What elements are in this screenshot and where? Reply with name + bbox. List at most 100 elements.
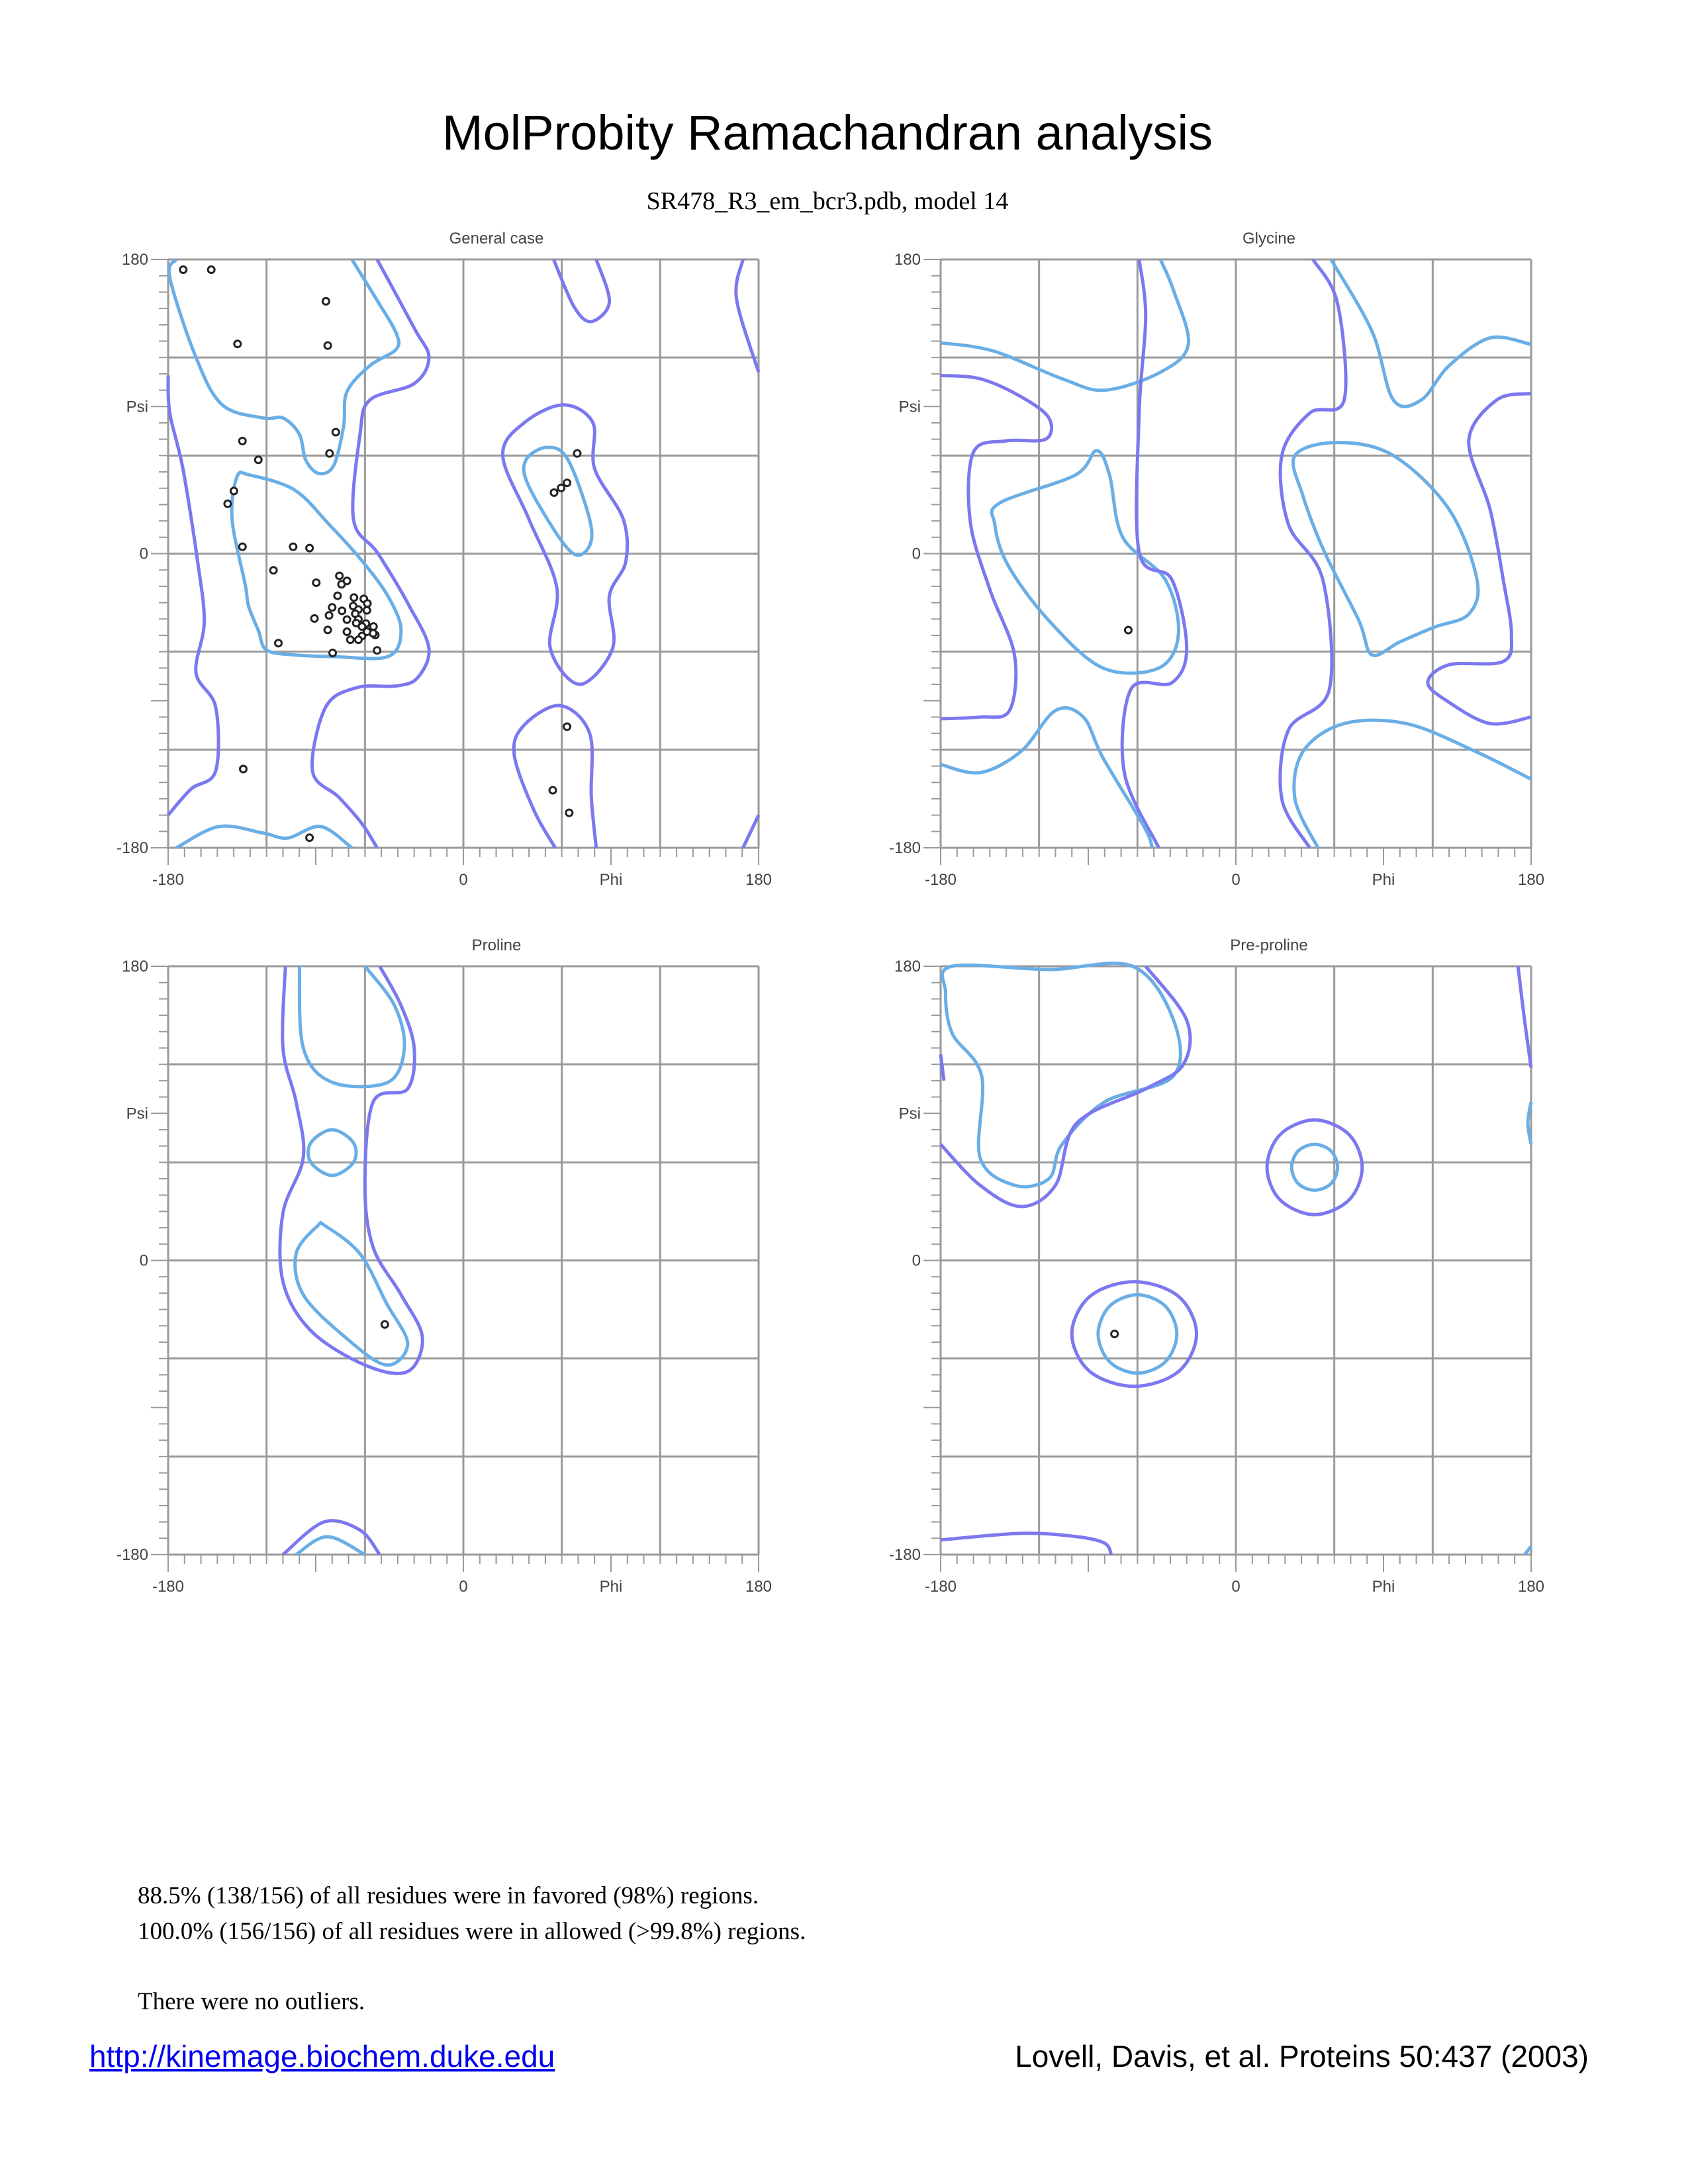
plot-pre-proline: Pre-proline 180 0 -180-180 0 180 Psi Phi bbox=[889, 936, 1544, 1596]
panel-title: General case bbox=[449, 230, 544, 248]
page-subtitle: SR478_R3_em_bcr3.pdb, model 14 bbox=[646, 187, 1009, 215]
x-tick-label: -180 bbox=[152, 1578, 184, 1596]
residue-point bbox=[380, 1320, 389, 1329]
contour-allowed bbox=[310, 258, 431, 849]
contour-favored bbox=[940, 706, 1154, 848]
contour-allowed bbox=[741, 814, 761, 849]
panel-title: Glycine bbox=[1243, 230, 1295, 248]
contour-allowed bbox=[278, 965, 424, 1375]
contour-allowed bbox=[500, 403, 630, 686]
citation: Lovell, Davis, et al. Proteins 50:437 (2… bbox=[1015, 2039, 1589, 2073]
residue-point bbox=[238, 436, 247, 445]
x-axis-label: Phi bbox=[600, 1578, 623, 1596]
residue-point bbox=[321, 296, 330, 306]
x-tick-label: 180 bbox=[745, 1578, 772, 1596]
residue-point bbox=[331, 428, 340, 437]
residue-point bbox=[346, 635, 355, 645]
contour-favored bbox=[293, 1220, 410, 1367]
residue-point bbox=[357, 622, 367, 631]
y-tick-label: 0 bbox=[140, 545, 148, 563]
x-tick-label: 0 bbox=[1231, 871, 1240, 889]
residue-point bbox=[335, 571, 344, 580]
contour-allowed bbox=[734, 259, 761, 373]
x-tick-label: 180 bbox=[745, 871, 772, 889]
x-tick-label: 0 bbox=[459, 1578, 467, 1596]
contour-allowed bbox=[166, 375, 220, 817]
plot-glycine: Glycine 180 0 -180-180 0 180 Psi Phi bbox=[889, 230, 1544, 889]
contour-favored bbox=[1523, 1545, 1532, 1556]
x-tick-label: 180 bbox=[1518, 871, 1544, 889]
contour-allowed bbox=[281, 1519, 381, 1556]
contour-allowed bbox=[1278, 258, 1348, 849]
y-tick-label: 180 bbox=[894, 958, 921, 976]
y-tick-label: 0 bbox=[140, 1252, 148, 1270]
y-axis-label: Psi bbox=[126, 1105, 148, 1122]
residue-point bbox=[229, 486, 238, 496]
residue-point bbox=[238, 542, 247, 551]
contour-favored bbox=[167, 258, 401, 476]
x-tick-label: -180 bbox=[925, 871, 957, 889]
residue-point bbox=[549, 488, 559, 497]
residue-point bbox=[350, 593, 359, 602]
residue-point bbox=[363, 599, 372, 608]
contour-allowed bbox=[1426, 392, 1532, 726]
residue-point bbox=[305, 833, 314, 842]
y-tick-label: 180 bbox=[122, 251, 148, 269]
residue-point bbox=[362, 606, 371, 615]
contour-allowed bbox=[939, 1054, 946, 1081]
residue-point bbox=[324, 611, 334, 620]
contour-allowed bbox=[1120, 259, 1189, 849]
residue-point bbox=[353, 635, 363, 645]
residue-point bbox=[223, 499, 232, 508]
residue-point bbox=[369, 622, 378, 631]
residue-point bbox=[274, 639, 283, 648]
residue-point bbox=[323, 625, 332, 635]
contour-allowed bbox=[940, 1531, 1113, 1556]
residue-point bbox=[557, 483, 566, 492]
contour-favored bbox=[295, 1535, 366, 1557]
residue-point bbox=[573, 449, 582, 458]
residue-point bbox=[312, 578, 321, 587]
contour-favored bbox=[1289, 1142, 1340, 1192]
panel-title: Proline bbox=[472, 936, 522, 954]
residue-point bbox=[328, 603, 337, 612]
residue-point bbox=[323, 341, 332, 350]
contour-favored bbox=[230, 471, 403, 660]
contour-favored bbox=[1291, 441, 1480, 658]
x-axis-label: Phi bbox=[600, 871, 623, 889]
residue-point bbox=[338, 606, 347, 615]
contour-allowed bbox=[1516, 966, 1533, 1068]
contour-favored bbox=[297, 965, 406, 1089]
y-axis-label: Psi bbox=[899, 398, 921, 416]
plot-proline: Proline 180 0 -180-180 0 180 Psi Phi bbox=[117, 936, 772, 1596]
y-tick-label: 180 bbox=[122, 958, 148, 976]
residue-point bbox=[238, 764, 248, 774]
x-tick-label: 0 bbox=[459, 871, 467, 889]
residue-point bbox=[565, 808, 574, 817]
y-tick-label: -180 bbox=[117, 839, 148, 857]
contour-allowed bbox=[1070, 1280, 1199, 1388]
stats-favored: 88.5% (138/156) of all residues were in … bbox=[138, 1882, 759, 1909]
y-axis-label: Psi bbox=[126, 398, 148, 416]
y-tick-label: 0 bbox=[912, 545, 921, 563]
contour-favored bbox=[941, 961, 1182, 1189]
residue-point bbox=[373, 646, 382, 655]
x-tick-label: -180 bbox=[152, 871, 184, 889]
residue-point bbox=[563, 478, 572, 488]
residue-point bbox=[269, 566, 278, 575]
contour-favored bbox=[940, 259, 1191, 392]
y-tick-label: 180 bbox=[894, 251, 921, 269]
residue-point bbox=[342, 615, 352, 624]
x-tick-label: -180 bbox=[925, 1578, 957, 1596]
residue-point bbox=[1123, 625, 1133, 635]
contour-allowed bbox=[940, 373, 1054, 721]
residue-point bbox=[289, 542, 298, 551]
residue-point bbox=[333, 591, 342, 600]
x-axis-label: Phi bbox=[1372, 871, 1395, 889]
page-title: MolProbity Ramachandran analysis bbox=[442, 105, 1213, 160]
residue-point bbox=[207, 265, 216, 275]
contour-favored bbox=[522, 445, 594, 557]
contour-favored bbox=[990, 449, 1181, 675]
y-tick-label: -180 bbox=[117, 1546, 148, 1564]
kinemage-link[interactable]: http://kinemage.biochem.duke.edu bbox=[89, 2039, 555, 2073]
